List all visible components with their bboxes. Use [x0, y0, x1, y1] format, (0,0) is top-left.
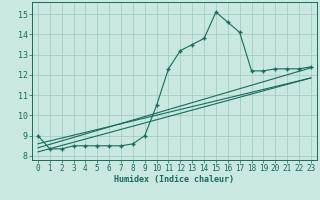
- X-axis label: Humidex (Indice chaleur): Humidex (Indice chaleur): [115, 175, 234, 184]
